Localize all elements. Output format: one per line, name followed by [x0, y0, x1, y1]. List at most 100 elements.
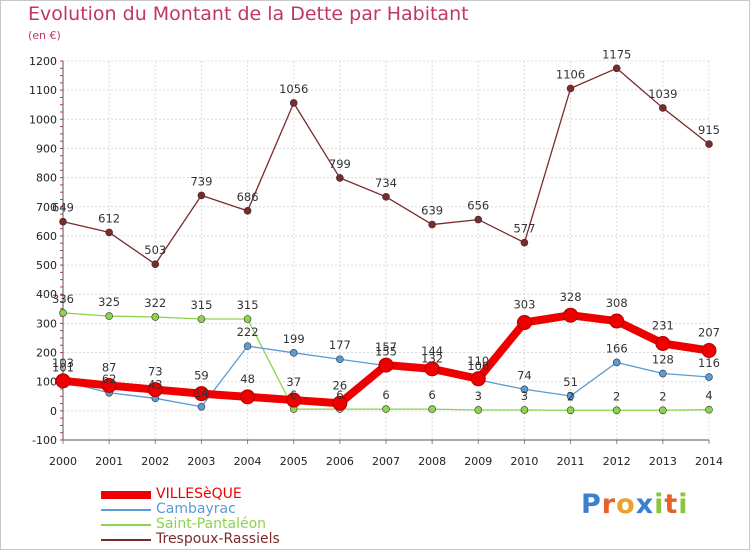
logo-letter: i — [654, 489, 665, 520]
chart-unit-label: (en €) — [28, 29, 61, 42]
legend-label: Cambayrac — [156, 501, 236, 517]
data-point — [336, 174, 344, 182]
x-tick-label: 2001 — [95, 455, 123, 468]
data-point — [659, 406, 667, 415]
data-point — [151, 260, 160, 269]
data-point — [428, 405, 436, 413]
legend-swatch — [101, 524, 151, 526]
legend-swatch — [101, 491, 151, 499]
data-label: 3 — [475, 389, 482, 403]
data-label: 639 — [421, 204, 443, 218]
legend-label: Saint-Pantaléon — [156, 516, 267, 532]
data-point — [701, 342, 717, 358]
logo-letter: r — [601, 489, 617, 520]
data-point — [705, 373, 713, 381]
legend-label: VILLESèQUE — [156, 486, 242, 502]
data-label: 132 — [421, 351, 443, 365]
data-label: 101 — [52, 360, 74, 374]
x-tick-label: 2010 — [510, 455, 538, 468]
legend-item: VILLESèQUE — [101, 487, 361, 502]
y-tick-label: 1100 — [29, 84, 57, 97]
data-point — [470, 371, 486, 387]
data-label: 325 — [98, 295, 120, 309]
data-label: 308 — [606, 296, 628, 310]
y-tick-label: 900 — [36, 142, 57, 155]
y-tick-label: 600 — [36, 230, 57, 243]
data-point — [243, 315, 252, 323]
data-label: 315 — [190, 298, 212, 312]
data-point — [566, 406, 575, 415]
data-label: 128 — [652, 353, 674, 367]
x-tick-label: 2000 — [49, 455, 77, 468]
data-point — [289, 99, 298, 107]
data-label: 116 — [698, 356, 720, 370]
data-label: 303 — [513, 298, 535, 312]
data-label: 2 — [567, 389, 574, 403]
logo-letter: P — [581, 489, 602, 520]
x-tick-label: 2011 — [557, 455, 585, 468]
data-label: 106 — [467, 359, 489, 373]
x-tick-label: 2008 — [418, 455, 446, 468]
data-point — [101, 377, 117, 393]
data-label: 231 — [652, 319, 674, 333]
legend-item: Trespoux-Rassiels — [101, 532, 361, 547]
data-point — [705, 405, 713, 414]
x-tick-label: 2003 — [187, 455, 215, 468]
data-label: 6 — [290, 388, 297, 402]
data-label: 1175 — [602, 47, 631, 61]
y-tick-label: 1000 — [29, 113, 57, 126]
y-tick-label: 0 — [50, 405, 57, 418]
data-point — [516, 315, 532, 331]
data-point — [474, 215, 483, 224]
data-point — [105, 228, 113, 237]
legend-swatch — [101, 509, 151, 511]
data-label: 1056 — [279, 82, 308, 96]
data-label: 3 — [521, 389, 528, 403]
data-point — [566, 392, 575, 400]
data-point — [382, 193, 390, 201]
data-label: 144 — [421, 344, 443, 358]
logo-letter: i — [678, 489, 689, 520]
data-point — [243, 207, 252, 215]
data-point — [197, 315, 206, 323]
y-tick-label: 1200 — [29, 55, 57, 68]
x-tick-label: 2014 — [695, 455, 723, 468]
data-point — [197, 191, 206, 200]
x-tick-label: 2009 — [464, 455, 492, 468]
data-label: 166 — [606, 341, 628, 355]
data-point — [520, 238, 529, 247]
x-tick-label: 2007 — [372, 455, 400, 468]
logo-letter: t — [664, 489, 679, 520]
y-tick-label: -100 — [32, 434, 57, 447]
data-label: 62 — [102, 372, 117, 386]
data-point — [336, 355, 344, 364]
data-point — [428, 220, 436, 229]
data-label: 915 — [698, 123, 720, 137]
data-point — [193, 386, 209, 402]
data-point — [474, 406, 483, 414]
data-label: 199 — [283, 332, 305, 346]
data-label: 6 — [382, 388, 389, 402]
data-label: 686 — [237, 190, 259, 204]
x-tick-label: 2005 — [280, 455, 308, 468]
data-label: 222 — [237, 325, 259, 339]
data-point — [197, 402, 206, 411]
data-label: 2 — [613, 389, 620, 403]
data-label: 322 — [144, 296, 166, 310]
data-point — [612, 406, 621, 415]
data-point — [382, 405, 390, 413]
data-label: 4 — [705, 389, 712, 403]
data-label: 315 — [237, 298, 259, 312]
y-tick-label: 400 — [36, 288, 57, 301]
data-label: 1106 — [556, 67, 585, 81]
x-tick-label: 2012 — [603, 455, 631, 468]
data-label: 26 — [333, 378, 348, 392]
data-label: 2 — [659, 389, 666, 403]
data-point — [655, 336, 671, 352]
data-point — [289, 349, 298, 357]
data-label: 656 — [467, 199, 489, 213]
data-point — [55, 373, 71, 389]
data-point — [240, 389, 256, 405]
x-tick-label: 2013 — [649, 455, 677, 468]
